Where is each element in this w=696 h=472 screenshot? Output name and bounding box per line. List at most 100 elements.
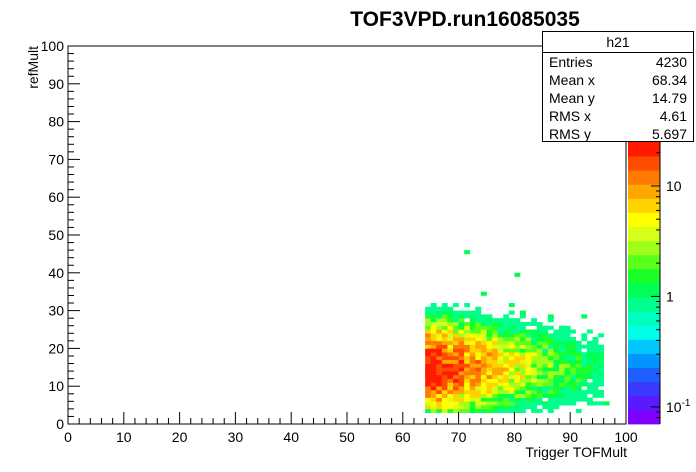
heatmap-cell — [425, 367, 431, 372]
heatmap-cell — [525, 371, 532, 376]
heatmap-cell — [458, 340, 465, 345]
heatmap-cell — [592, 355, 599, 361]
heatmap-cell — [492, 405, 498, 410]
y-axis-label: refMult — [25, 46, 41, 89]
heatmap-cell — [497, 367, 504, 372]
heatmap-cell — [464, 310, 471, 315]
heatmap-cell — [586, 386, 593, 391]
heatmap-cell — [453, 408, 459, 413]
heatmap-cell — [559, 367, 565, 372]
heatmap-cell — [592, 348, 599, 353]
palette-swatch — [628, 268, 660, 284]
heatmap-cell — [492, 344, 498, 349]
heatmap-cell — [525, 329, 532, 334]
heatmap-cell — [553, 367, 560, 372]
x-tick-label: 60 — [395, 429, 411, 445]
heatmap-cell — [508, 382, 515, 387]
heatmap-cell — [458, 352, 465, 357]
heatmap-cell — [486, 363, 493, 368]
heatmap-cell — [598, 355, 604, 361]
heatmap-cell — [441, 318, 448, 323]
heatmap-cell — [519, 378, 526, 383]
heatmap-cell — [525, 393, 532, 398]
heatmap-cell — [553, 405, 560, 410]
heatmap-cell — [475, 374, 482, 379]
heatmap-cell — [531, 382, 538, 387]
heatmap-cell — [547, 378, 554, 383]
heatmap-cell — [592, 374, 599, 379]
heatmap-cell — [586, 367, 593, 372]
heatmap-cell — [425, 371, 431, 376]
heatmap-cell — [425, 405, 431, 410]
heatmap-cell — [519, 333, 526, 338]
palette-swatch — [628, 212, 660, 227]
heatmap-cell — [453, 337, 459, 342]
heatmap-cell — [453, 363, 459, 368]
heatmap-cell — [469, 382, 476, 387]
heatmap-cell — [586, 329, 593, 334]
stats-row-entries: Entries 4230 — [543, 53, 693, 71]
heatmap-cell — [458, 401, 465, 406]
heatmap-cell — [475, 355, 482, 361]
heatmap-cell — [519, 371, 526, 376]
heatmap-cell — [536, 389, 543, 395]
heatmap-cell — [441, 397, 448, 402]
heatmap-cell — [469, 321, 476, 327]
heatmap-cell — [519, 363, 526, 368]
heatmap-cell — [425, 318, 431, 323]
heatmap-cell — [425, 306, 431, 311]
heatmap-cell — [475, 306, 482, 311]
heatmap-cell — [447, 408, 454, 413]
heatmap-cell — [447, 405, 454, 410]
heatmap-cell — [536, 408, 543, 413]
heatmap-cell — [447, 374, 454, 379]
heatmap-cell — [497, 333, 504, 338]
heatmap-cell — [508, 393, 515, 398]
heatmap-cell — [570, 397, 577, 402]
stats-label: RMS x — [549, 108, 591, 124]
heatmap-cell — [514, 359, 521, 364]
heatmap-cell — [436, 397, 443, 402]
heatmap-cell — [581, 367, 588, 372]
stats-value: 14.79 — [651, 90, 687, 106]
heatmap-cell — [570, 352, 577, 357]
heatmap-cell — [570, 337, 577, 342]
heatmap-cell — [492, 329, 498, 334]
heatmap-cell — [575, 371, 582, 376]
heatmap-cell — [547, 355, 554, 361]
heatmap-cell — [447, 389, 454, 395]
heatmap-cell — [464, 348, 471, 353]
heatmap-cell — [475, 359, 482, 364]
heatmap-cell — [542, 389, 549, 395]
heatmap-cell — [570, 389, 577, 395]
heatmap-cell — [553, 382, 560, 387]
heatmap-cell — [475, 321, 482, 327]
palette-swatch — [628, 142, 660, 157]
heatmap-cell — [503, 386, 510, 391]
heatmap-cell — [547, 371, 554, 376]
stats-label: Mean x — [549, 72, 595, 88]
heatmap-cell — [536, 355, 543, 361]
heatmap-cell — [531, 359, 538, 364]
heatmap-cell — [469, 378, 476, 383]
heatmap-cell — [475, 386, 482, 391]
heatmap-cell — [514, 318, 521, 323]
heatmap-cell — [475, 397, 482, 402]
heatmap-cell — [525, 355, 532, 361]
heatmap-cell — [581, 333, 588, 338]
y-tick-label: 20 — [48, 340, 64, 356]
heatmap-cell — [581, 378, 588, 383]
heatmap-cell — [559, 401, 565, 406]
color-palette: 10 1 10-1 — [628, 142, 691, 425]
heatmap-cell — [492, 355, 498, 361]
heatmap-cell — [486, 348, 493, 353]
heatmap-cell — [480, 318, 487, 323]
heatmap-cell — [425, 310, 431, 315]
y-tick-label: 30 — [48, 303, 64, 319]
heatmap-cell — [531, 374, 538, 379]
heatmap-cell — [447, 314, 454, 319]
heatmap-cell — [441, 359, 448, 364]
stats-row-rms-y: RMS y 5.697 — [543, 125, 693, 143]
heatmap-cell — [542, 344, 549, 349]
heatmap-cell — [570, 367, 577, 372]
